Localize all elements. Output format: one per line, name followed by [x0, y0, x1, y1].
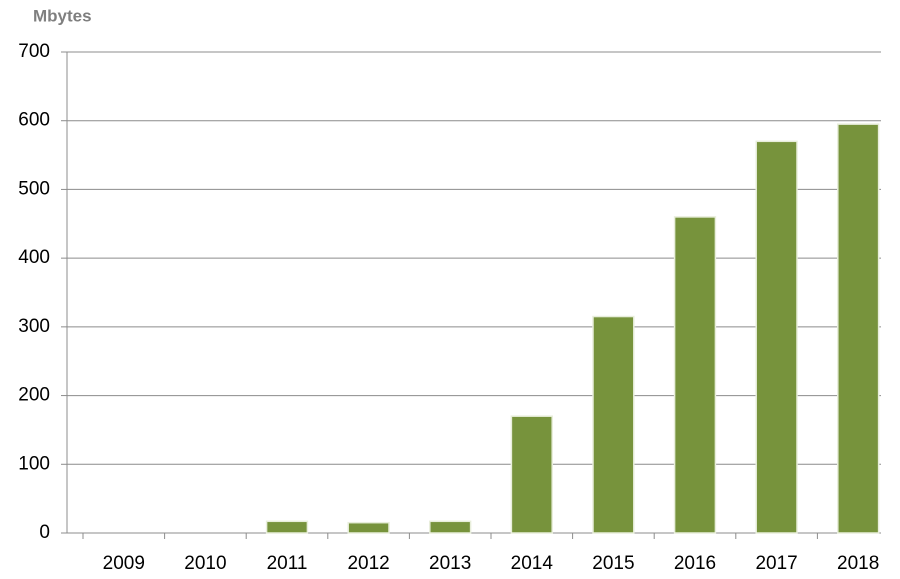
- y-tick-label: 0: [39, 522, 50, 543]
- bar: [429, 520, 472, 534]
- x-tick-label: 2016: [674, 553, 716, 574]
- bar: [673, 216, 717, 534]
- bar: [510, 415, 553, 534]
- bar: [592, 315, 635, 534]
- x-tick-label: 2018: [837, 553, 879, 574]
- bar: [837, 123, 880, 534]
- y-tick-label: 700: [18, 41, 50, 62]
- y-tick-label: 400: [18, 247, 50, 268]
- y-tick-label: 600: [18, 110, 50, 131]
- x-tick-label: 2014: [511, 553, 554, 574]
- bar: [265, 520, 309, 534]
- x-tick-label: 2013: [429, 553, 471, 574]
- bar: [755, 140, 798, 534]
- x-tick-label: 2017: [755, 553, 797, 574]
- y-tick-label: 200: [18, 385, 50, 406]
- x-tick-label: 2009: [103, 553, 145, 574]
- x-tick-label: 2010: [184, 553, 226, 574]
- x-tick-label: 2011: [267, 553, 308, 574]
- y-tick-label: 300: [18, 316, 50, 337]
- x-tick-label: 2012: [347, 553, 389, 574]
- y-tick-label: 100: [18, 453, 50, 474]
- bar: [347, 521, 390, 534]
- x-tick-label: 2015: [592, 553, 634, 574]
- y-axis-label: Mbytes: [33, 6, 92, 25]
- y-tick-label: 500: [18, 178, 50, 199]
